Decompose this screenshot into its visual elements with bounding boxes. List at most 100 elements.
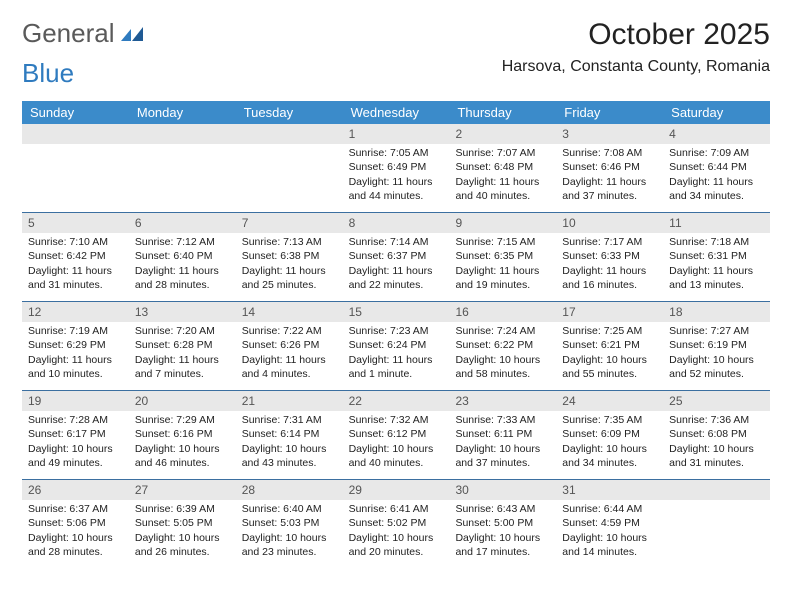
weekday-label: Wednesday [343,101,450,124]
day-cell: 13Sunrise: 7:20 AMSunset: 6:28 PMDayligh… [129,302,236,390]
day-cell: 29Sunrise: 6:41 AMSunset: 5:02 PMDayligh… [343,480,450,568]
day-cell: 24Sunrise: 7:35 AMSunset: 6:09 PMDayligh… [556,391,663,479]
sunrise-line: Sunrise: 7:19 AM [28,324,123,338]
calendar-page: General October 2025 Harsova, Constanta … [0,0,792,586]
day-cell: 23 Sunrise: 7:33 AMSunset: 6:11 PMDayligh… [449,391,556,479]
day-number: 18 [663,302,770,322]
day-cell: 6Sunrise: 7:12 AMSunset: 6:40 PMDaylight… [129,213,236,301]
day-cell: 27Sunrise: 6:39 AMSunset: 5:05 PMDayligh… [129,480,236,568]
sunset-line: Sunset: 6:11 PM [455,427,550,441]
sunrise-line: Sunrise: 7:35 AM [562,413,657,427]
day-cell: 15Sunrise: 7:23 AMSunset: 6:24 PMDayligh… [343,302,450,390]
daylight-line: Daylight: 10 hours and 14 minutes. [562,531,657,559]
sunset-line: Sunset: 6:14 PM [242,427,337,441]
day-cell: 20Sunrise: 7:29 AMSunset: 6:16 PMDayligh… [129,391,236,479]
sunset-line: Sunset: 6:29 PM [28,338,123,352]
sunset-line: Sunset: 6:33 PM [562,249,657,263]
sunrise-line: Sunrise: 7:33 AM [455,413,550,427]
sunset-line: Sunset: 6:44 PM [669,160,764,174]
sunrise-line: Sunrise: 7:05 AM [349,146,444,160]
sunrise-line: Sunrise: 7:14 AM [349,235,444,249]
sunrise-line: Sunrise: 7:20 AM [135,324,230,338]
day-cell: 19Sunrise: 7:28 AMSunset: 6:17 PMDayligh… [22,391,129,479]
day-number [22,124,129,144]
day-number: 22 [343,391,450,411]
day-cell: 22Sunrise: 7:32 AMSunset: 6:12 PMDayligh… [343,391,450,479]
sunset-line: Sunset: 5:05 PM [135,516,230,530]
sunset-line: Sunset: 4:59 PM [562,516,657,530]
daylight-line: Daylight: 11 hours and 16 minutes. [562,264,657,292]
day-cell: 1Sunrise: 7:05 AMSunset: 6:49 PMDaylight… [343,124,450,212]
day-number: 12 [22,302,129,322]
day-number: 23 [449,391,556,411]
day-number: 27 [129,480,236,500]
day-number: 24 [556,391,663,411]
daylight-line: Daylight: 11 hours and 1 minute. [349,353,444,381]
day-cell: 5Sunrise: 7:10 AMSunset: 6:42 PMDaylight… [22,213,129,301]
day-number: 14 [236,302,343,322]
sunset-line: Sunset: 6:17 PM [28,427,123,441]
daylight-line: Daylight: 10 hours and 37 minutes. [455,442,550,470]
day-cell: 30Sunrise: 6:43 AMSunset: 5:00 PMDayligh… [449,480,556,568]
sunset-line: Sunset: 6:16 PM [135,427,230,441]
weekday-label: Thursday [449,101,556,124]
week-row: 5Sunrise: 7:10 AMSunset: 6:42 PMDaylight… [22,212,770,301]
daylight-line: Daylight: 10 hours and 58 minutes. [455,353,550,381]
sunset-line: Sunset: 6:26 PM [242,338,337,352]
sunset-line: Sunset: 5:03 PM [242,516,337,530]
day-cell: 2Sunrise: 7:07 AMSunset: 6:48 PMDaylight… [449,124,556,212]
day-number: 6 [129,213,236,233]
sunrise-line: Sunrise: 7:15 AM [455,235,550,249]
weekday-label: Tuesday [236,101,343,124]
day-number: 29 [343,480,450,500]
day-number: 3 [556,124,663,144]
day-number: 5 [22,213,129,233]
day-cell: 8Sunrise: 7:14 AMSunset: 6:37 PMDaylight… [343,213,450,301]
day-number: 30 [449,480,556,500]
sunrise-line: Sunrise: 7:17 AM [562,235,657,249]
sunrise-line: Sunrise: 6:40 AM [242,502,337,516]
sunset-line: Sunset: 6:49 PM [349,160,444,174]
day-cell: 4Sunrise: 7:09 AMSunset: 6:44 PMDaylight… [663,124,770,212]
sunrise-line: Sunrise: 6:39 AM [135,502,230,516]
sunrise-line: Sunrise: 7:08 AM [562,146,657,160]
week-row: 19Sunrise: 7:28 AMSunset: 6:17 PMDayligh… [22,390,770,479]
weekday-label: Monday [129,101,236,124]
sunset-line: Sunset: 6:19 PM [669,338,764,352]
day-number: 4 [663,124,770,144]
day-number: 26 [22,480,129,500]
sunrise-line: Sunrise: 7:27 AM [669,324,764,338]
weekday-label: Saturday [663,101,770,124]
sunset-line: Sunset: 6:24 PM [349,338,444,352]
day-cell: 26Sunrise: 6:37 AMSunset: 5:06 PMDayligh… [22,480,129,568]
daylight-line: Daylight: 10 hours and 31 minutes. [669,442,764,470]
day-cell: 11Sunrise: 7:18 AMSunset: 6:31 PMDayligh… [663,213,770,301]
sunset-line: Sunset: 6:08 PM [669,427,764,441]
day-cell: 28Sunrise: 6:40 AMSunset: 5:03 PMDayligh… [236,480,343,568]
sunrise-line: Sunrise: 7:07 AM [455,146,550,160]
daylight-line: Daylight: 11 hours and 37 minutes. [562,175,657,203]
day-number: 8 [343,213,450,233]
daylight-line: Daylight: 10 hours and 49 minutes. [28,442,123,470]
sunrise-line: Sunrise: 7:36 AM [669,413,764,427]
empty-cell [663,480,770,568]
day-cell: 3Sunrise: 7:08 AMSunset: 6:46 PMDaylight… [556,124,663,212]
weeks-container: 1Sunrise: 7:05 AMSunset: 6:49 PMDaylight… [22,124,770,568]
weekday-label: Friday [556,101,663,124]
day-cell: 7Sunrise: 7:13 AMSunset: 6:38 PMDaylight… [236,213,343,301]
daylight-line: Daylight: 11 hours and 13 minutes. [669,264,764,292]
sunrise-line: Sunrise: 7:09 AM [669,146,764,160]
daylight-line: Daylight: 11 hours and 10 minutes. [28,353,123,381]
day-cell: 31Sunrise: 6:44 AMSunset: 4:59 PMDayligh… [556,480,663,568]
daylight-line: Daylight: 10 hours and 52 minutes. [669,353,764,381]
sunrise-line: Sunrise: 7:10 AM [28,235,123,249]
day-cell: 17Sunrise: 7:25 AMSunset: 6:21 PMDayligh… [556,302,663,390]
day-number: 10 [556,213,663,233]
day-number: 17 [556,302,663,322]
sunrise-line: Sunrise: 6:43 AM [455,502,550,516]
day-number [129,124,236,144]
sunset-line: Sunset: 6:09 PM [562,427,657,441]
day-cell: 18 Sunrise: 7:27 AMSunset: 6:19 PMDayligh… [663,302,770,390]
daylight-line: Daylight: 11 hours and 4 minutes. [242,353,337,381]
day-number: 20 [129,391,236,411]
